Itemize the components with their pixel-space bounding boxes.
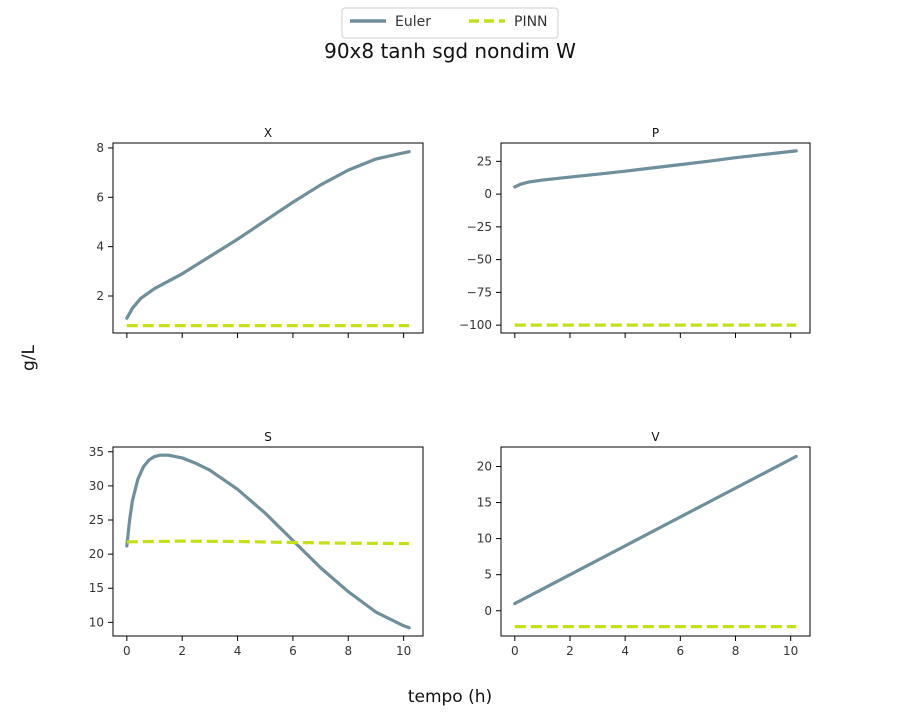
subplot-title-p: P xyxy=(652,126,659,140)
x-tick-label-v: 6 xyxy=(677,644,685,658)
plot-frame-s xyxy=(112,446,424,637)
series-line-euler-x xyxy=(125,150,411,320)
x-axis-label: tempo (h) xyxy=(408,687,492,707)
plot-frame-v xyxy=(500,446,811,637)
series-line-euler-s xyxy=(125,453,411,630)
x-tick-label-v: 0 xyxy=(511,644,519,658)
x-tick-label-s: 8 xyxy=(344,644,352,658)
y-tick-label-x: 2 xyxy=(96,289,104,303)
x-tick-label-v: 4 xyxy=(621,644,629,658)
y-tick-label-p: −25 xyxy=(467,220,492,234)
subplot-title-v: V xyxy=(651,430,660,444)
legend-label-pinn: PINN xyxy=(514,14,548,30)
y-tick-label-s: 35 xyxy=(89,445,104,459)
plot-frame-p xyxy=(500,142,811,334)
x-tick-label-s: 0 xyxy=(123,644,131,658)
subplot-v: V 0 2 4 6 8 10 0 5 10 15 20 xyxy=(477,430,811,658)
y-tick-label-x: 6 xyxy=(96,190,104,204)
legend: Euler PINN xyxy=(341,7,559,39)
y-tick-label-x: 4 xyxy=(96,240,104,254)
x-tick-label-v: 10 xyxy=(783,644,798,658)
y-tick-label-s: 10 xyxy=(89,615,104,629)
y-tick-label-p: −75 xyxy=(467,285,492,299)
legend-label-euler: Euler xyxy=(395,14,431,30)
y-tick-label-s: 15 xyxy=(89,581,104,595)
y-tick-label-s: 25 xyxy=(89,513,104,527)
series-line-euler-p xyxy=(513,149,798,189)
y-axis-label: g/L xyxy=(19,344,39,371)
y-tick-label-p: 25 xyxy=(477,154,492,168)
y-tick-label-v: 0 xyxy=(484,604,492,618)
series-line-euler-v xyxy=(513,454,798,606)
x-tick-label-s: 10 xyxy=(396,644,411,658)
y-tick-label-p: 0 xyxy=(484,187,492,201)
x-tick-label-v: 8 xyxy=(732,644,740,658)
figure-title: 90x8 tanh sgd nondim W xyxy=(324,39,576,63)
subplot-title-s: S xyxy=(264,430,272,444)
plot-frame-x xyxy=(112,142,424,334)
y-tick-label-s: 20 xyxy=(89,547,104,561)
subplot-x: X 2 4 6 8 xyxy=(96,126,424,338)
legend-frame xyxy=(341,7,559,39)
x-tick-label-s: 4 xyxy=(234,644,242,658)
x-tick-label-s: 6 xyxy=(289,644,297,658)
y-tick-label-x: 8 xyxy=(96,141,104,155)
x-tick-label-v: 2 xyxy=(566,644,574,658)
y-tick-label-p: −100 xyxy=(459,318,492,332)
subplot-p: P −100 −75 −50 −25 0 25 xyxy=(459,126,811,338)
y-tick-label-v: 10 xyxy=(477,532,492,546)
subplot-s: S 0 2 4 6 8 10 10 15 20 25 30 35 xyxy=(89,430,424,658)
y-tick-label-v: 15 xyxy=(477,496,492,510)
subplot-title-x: X xyxy=(264,126,272,140)
y-tick-label-p: −50 xyxy=(467,253,492,267)
y-tick-label-v: 5 xyxy=(484,568,492,582)
series-line-pinn-s xyxy=(126,539,410,546)
y-tick-label-v: 20 xyxy=(477,459,492,473)
x-tick-label-s: 2 xyxy=(178,644,186,658)
y-tick-label-s: 30 xyxy=(89,479,104,493)
